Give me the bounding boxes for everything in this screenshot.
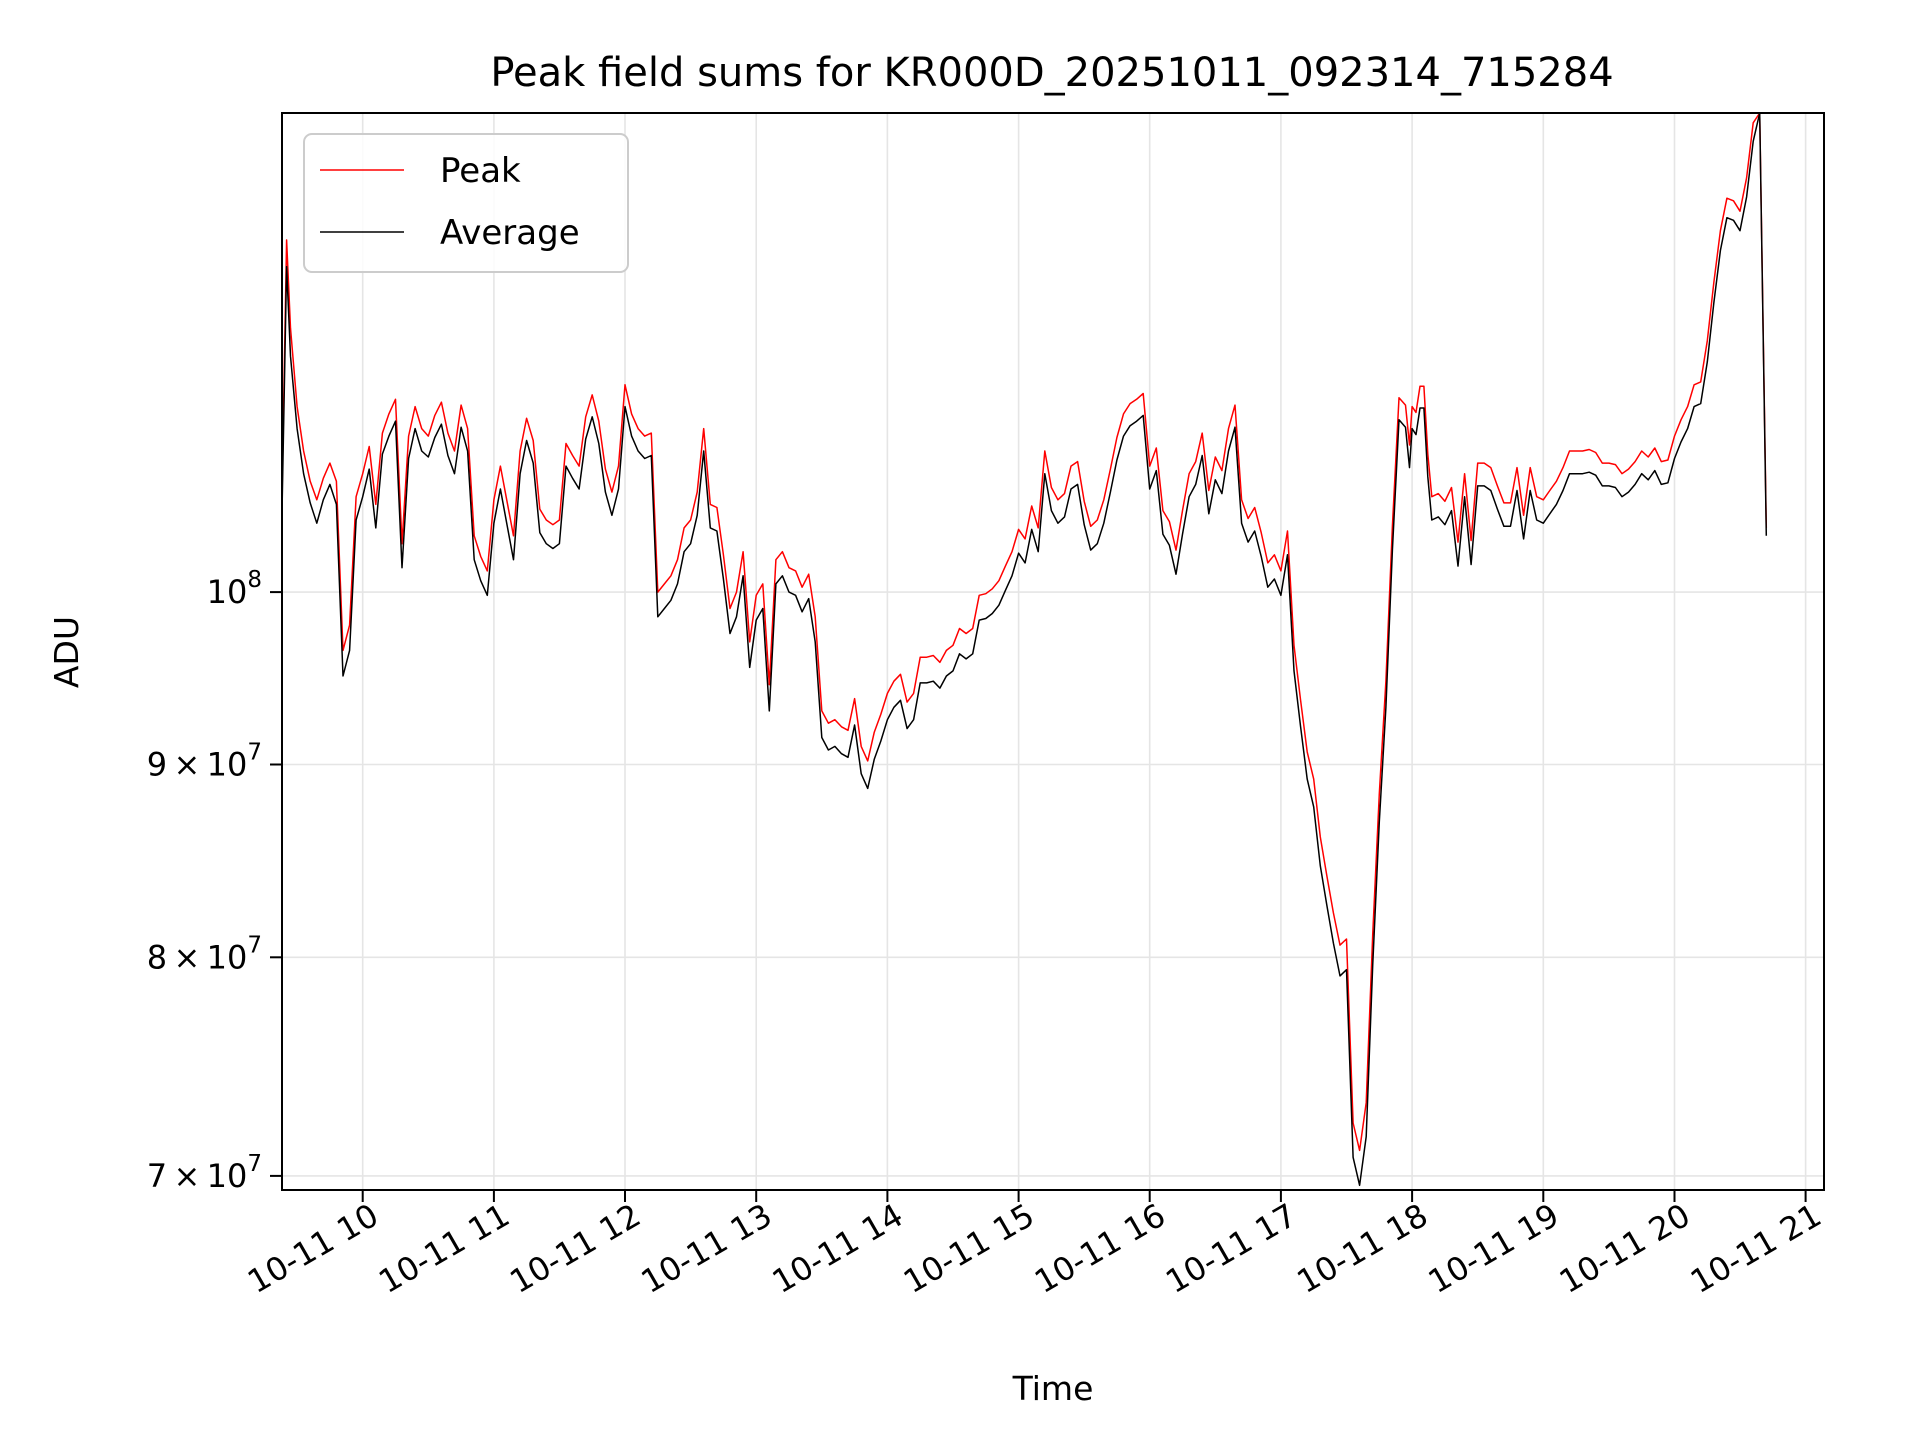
y-axis-label: ADU	[47, 616, 86, 688]
series-lines	[282, 113, 1768, 1187]
plot-frame	[281, 112, 1825, 1191]
y-tick-label: 8 × 107	[147, 932, 262, 976]
peak-series-line	[282, 113, 1768, 1152]
y-tick-label: 9 × 107	[147, 740, 262, 784]
average-series-line	[282, 113, 1768, 1187]
legend-peak-label: Peak	[440, 151, 521, 191]
grid-lines	[282, 113, 1824, 1190]
chart-title: Peak field sums for KR000D_20251011_0923…	[490, 50, 1613, 96]
y-tick-label: 7 × 107	[147, 1151, 262, 1195]
legend: Peak Average	[303, 133, 629, 273]
x-axis-label: Time	[1012, 1369, 1094, 1408]
legend-box	[303, 133, 629, 273]
legend-average-label: Average	[440, 213, 580, 253]
